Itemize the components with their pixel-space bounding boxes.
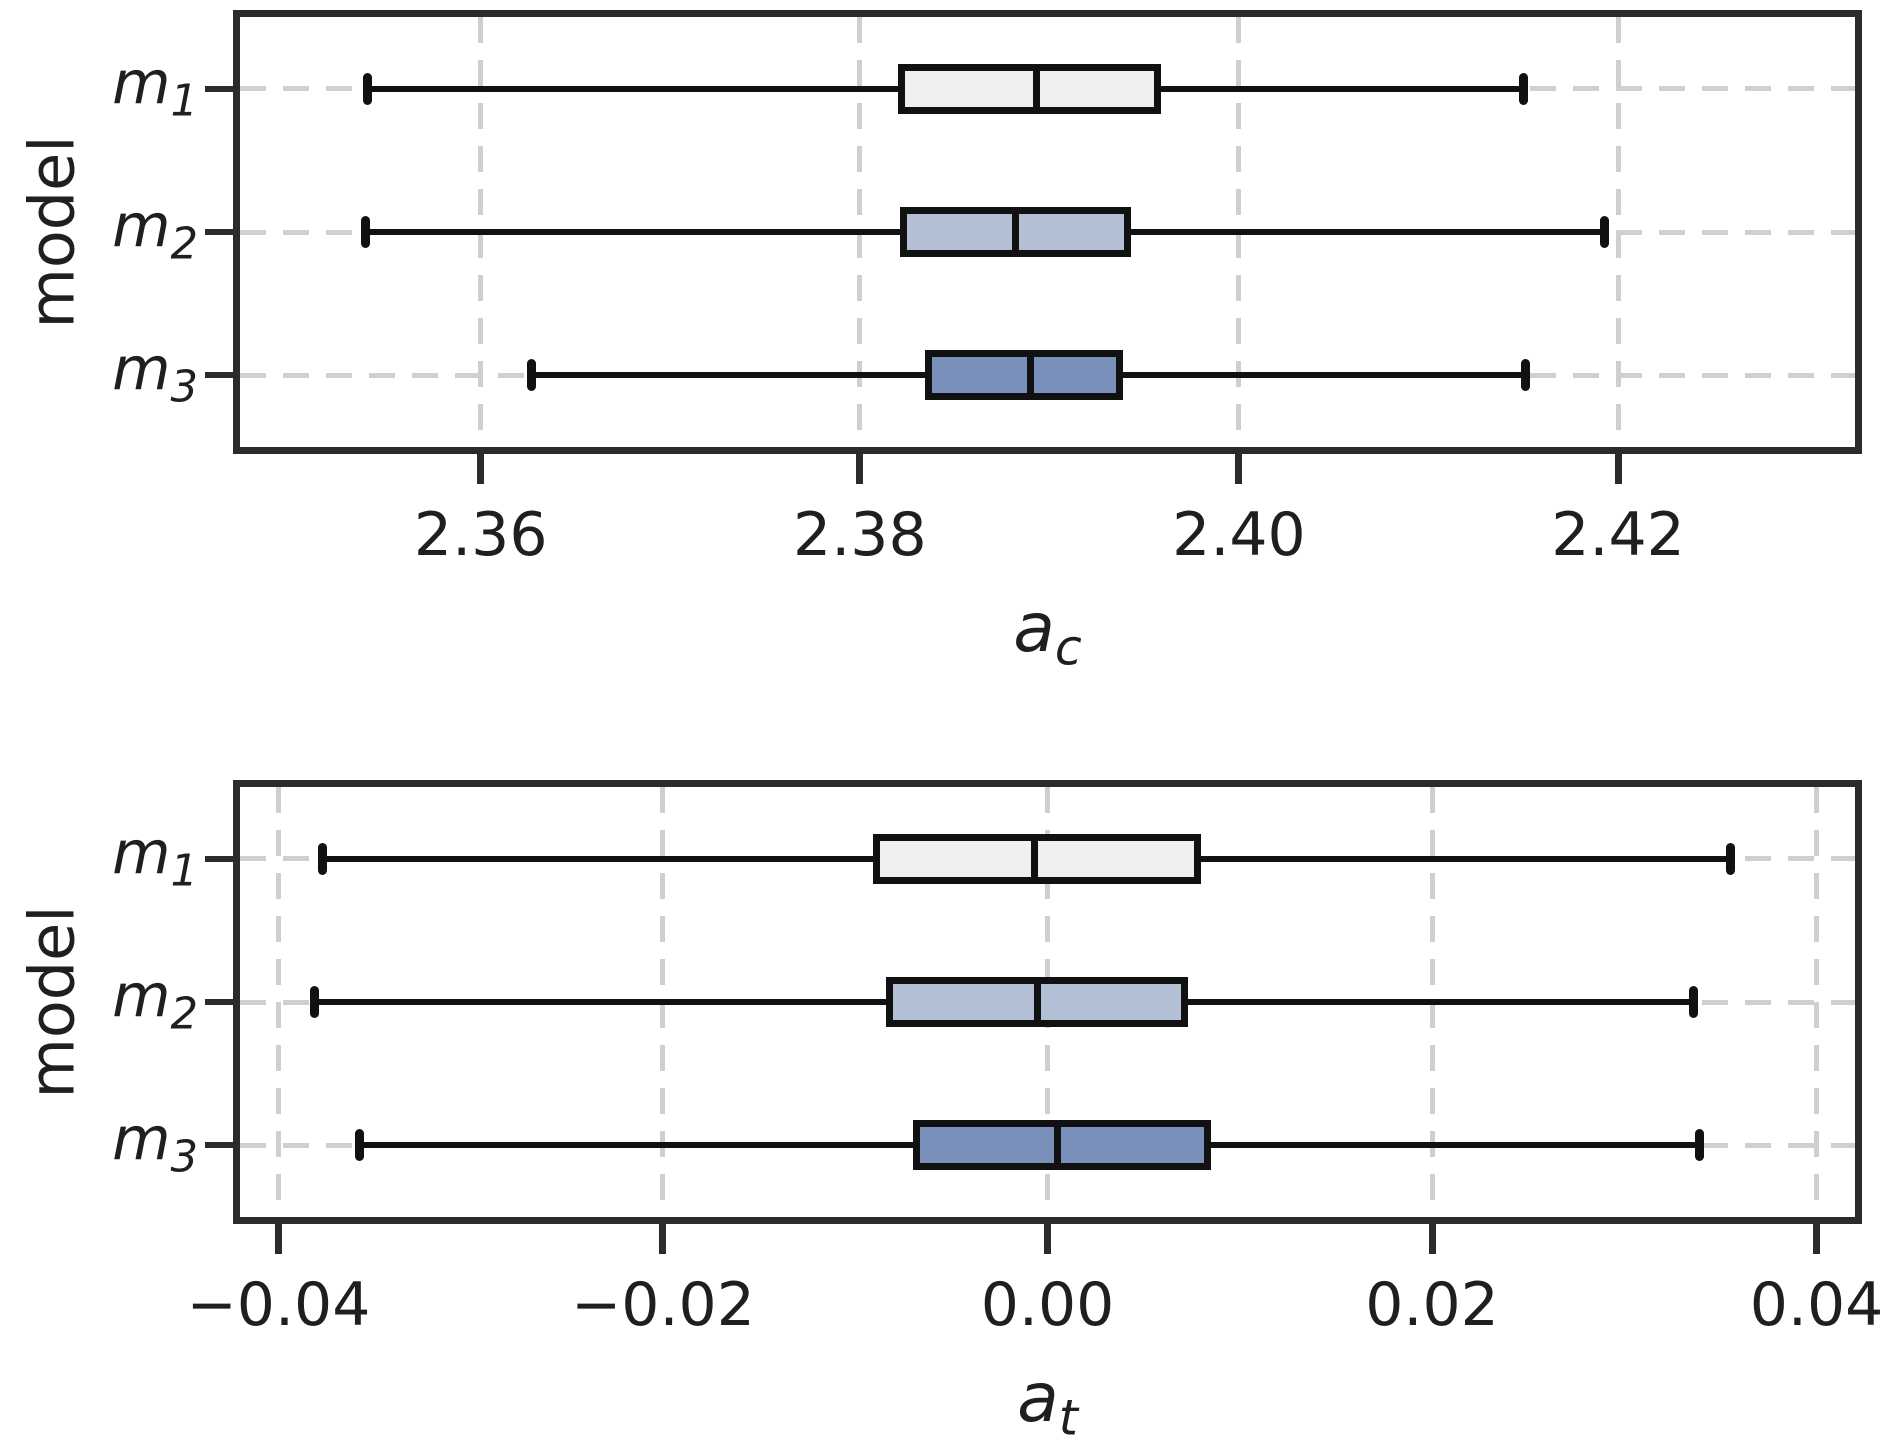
x-tick-mark <box>659 1224 667 1254</box>
y-axis-label: model <box>15 905 89 1099</box>
x-tick-label: 0.00 <box>980 1270 1115 1340</box>
y-tick-label-m3: m3 <box>112 1105 198 1183</box>
label-base: m <box>112 334 171 405</box>
x-tick-label: 2.40 <box>1172 500 1306 570</box>
box-iqr <box>924 350 1124 401</box>
whisker-cap-low <box>527 359 537 392</box>
y-tick-label-m2: m2 <box>112 191 198 269</box>
median-line <box>1030 840 1038 877</box>
label-base: m <box>112 961 171 1032</box>
x-axis-label: at <box>1017 1359 1078 1436</box>
whisker-cap-high <box>1725 842 1735 875</box>
whisker-cap-high <box>1520 359 1530 392</box>
x-tick-mark <box>1235 454 1243 484</box>
whisker-cap-high <box>1518 72 1528 105</box>
label-base: m <box>112 191 171 262</box>
y-tick-label-m3: m3 <box>112 335 198 413</box>
x-tick-label: −0.02 <box>571 1270 755 1340</box>
x-axis-label: ac <box>1013 589 1082 677</box>
label-subscript: 3 <box>170 1132 198 1183</box>
label-subscript: 1 <box>170 76 198 127</box>
whisker-cap-high <box>1600 216 1610 248</box>
y-tick-mark <box>205 1142 233 1149</box>
y-tick-label-m2: m2 <box>112 961 198 1039</box>
label-subscript: 1 <box>170 846 198 897</box>
label-subscript: t <box>1058 1389 1078 1436</box>
label-base: m <box>112 1104 171 1175</box>
whisker-cap-high <box>1694 1129 1704 1162</box>
whisker-cap-low <box>362 72 372 105</box>
whisker-cap-low <box>318 842 328 875</box>
box-iqr <box>913 1120 1211 1171</box>
x-tick-label: 2.38 <box>793 500 927 570</box>
subplot-ac: 2.36 2.38 2.40 2.42 m1 m2 m3 ac model <box>16 10 1862 677</box>
x-tick-mark <box>1614 454 1622 484</box>
y-tick-mark <box>205 229 233 235</box>
x-tick-mark <box>274 1224 282 1254</box>
median-line <box>1053 1127 1061 1164</box>
y-tick-mark <box>205 372 233 379</box>
median-line <box>1034 984 1042 1020</box>
label-base: m <box>112 48 171 119</box>
label-subscript: 3 <box>170 362 198 413</box>
y-tick-label-m1: m1 <box>112 48 198 126</box>
x-tick-mark <box>856 454 864 484</box>
median-line <box>1032 70 1040 107</box>
whisker-cap-low <box>354 1129 364 1162</box>
median-line <box>1026 357 1034 394</box>
x-tick-label: 0.02 <box>1365 1270 1499 1340</box>
x-tick-mark <box>1044 1224 1051 1254</box>
label-base: m <box>112 818 171 889</box>
x-tick-mark <box>1428 1224 1436 1254</box>
whisker-cap-high <box>1689 986 1698 1018</box>
label-subscript: 2 <box>170 989 198 1040</box>
x-tick-mark <box>1813 1224 1821 1254</box>
y-tick-mark <box>205 855 233 862</box>
whisker-cap-low <box>360 216 370 248</box>
y-tick-label-m1: m1 <box>112 818 198 896</box>
whisker-cap-low <box>310 986 320 1018</box>
label-base: a <box>1013 589 1055 668</box>
label-base: a <box>1017 1359 1059 1436</box>
label-subscript: c <box>1054 619 1082 677</box>
subplot-at: −0.04 −0.02 0.00 0.02 0.04 m1 m2 m3 at model <box>16 780 1883 1436</box>
x-tick-label: 2.36 <box>413 500 548 570</box>
label-subscript: 2 <box>170 219 198 270</box>
x-tick-label: −0.04 <box>186 1270 371 1340</box>
x-tick-mark <box>477 454 485 484</box>
box-iqr <box>898 63 1161 114</box>
median-line <box>1011 214 1019 250</box>
x-tick-label: 0.04 <box>1749 1270 1884 1340</box>
y-tick-mark <box>205 999 233 1005</box>
y-axis-label: model <box>15 135 89 329</box>
x-tick-label: 2.42 <box>1551 500 1685 570</box>
y-tick-mark <box>205 85 233 92</box>
